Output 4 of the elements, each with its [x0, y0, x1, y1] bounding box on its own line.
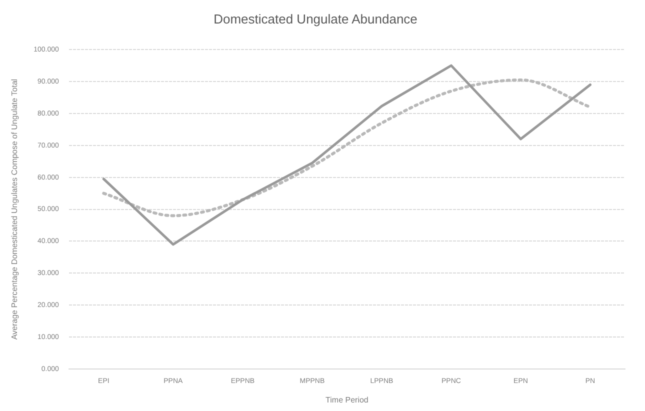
- line-series: [102, 78, 592, 218]
- chart-title: Domesticated Ungulate Abundance: [214, 11, 418, 26]
- x-axis-title: Time Period: [326, 395, 368, 404]
- y-axis-title: Average Percentage Domesticated Ungulates Compose of Ungulate Total: [10, 78, 20, 340]
